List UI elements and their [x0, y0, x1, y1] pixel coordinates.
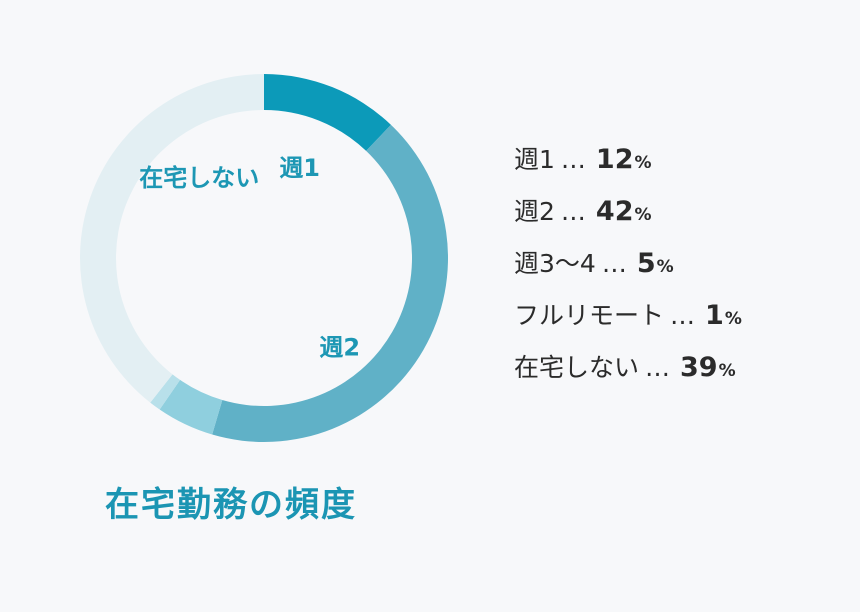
donut-slice-3 — [159, 379, 223, 435]
donut-slice-4 — [150, 374, 181, 410]
legend-item-week1: 週1… 12% — [514, 134, 742, 186]
legend-label: 週2 — [514, 197, 555, 226]
donut-slice-1 — [264, 74, 391, 151]
legend-label: フルリモート — [514, 301, 665, 330]
legend-separator: … — [560, 197, 586, 226]
legend-item-no-remote: 在宅しない… 39% — [514, 342, 742, 394]
legend-label: 在宅しない — [514, 353, 640, 382]
slice-label-5: 在宅しない — [139, 164, 259, 192]
legend-label: 週1 — [514, 145, 555, 174]
legend-unit: % — [634, 153, 652, 173]
donut-slice-labels: 週1 週2 在宅しない — [139, 154, 360, 362]
legend-separator: … — [560, 145, 586, 174]
slice-label-1: 週1 — [279, 154, 320, 182]
legend-value: 1 — [705, 300, 724, 331]
legend-value: 12 — [595, 144, 634, 175]
legend-separator: … — [645, 353, 671, 382]
chart-title: 在宅勤務の頻度 — [105, 485, 357, 525]
legend-label: 週3〜4 — [514, 249, 596, 278]
donut-slice-2 — [212, 124, 449, 442]
legend-unit: % — [718, 361, 736, 381]
legend-unit: % — [656, 257, 674, 277]
legend-value: 5 — [636, 248, 656, 279]
donut-slices — [80, 74, 449, 442]
legend-unit: % — [634, 205, 652, 225]
legend-value: 42 — [595, 196, 634, 227]
legend-separator: … — [670, 301, 696, 330]
legend-item-full-remote: フルリモート… 1% — [514, 290, 742, 342]
legend-separator: … — [601, 249, 627, 278]
donut-slice-5 — [80, 74, 264, 403]
legend-item-week3-4: 週3〜4… 5% — [514, 238, 742, 290]
legend-value: 39 — [680, 352, 718, 383]
legend-unit: % — [724, 309, 742, 329]
legend: 週1… 12% 週2… 42% 週3〜4… 5% フルリモート… 1% 在宅しない… 39… — [514, 134, 742, 394]
slice-label-2: 週2 — [319, 333, 360, 361]
legend-item-week2: 週2… 42% — [514, 186, 742, 238]
